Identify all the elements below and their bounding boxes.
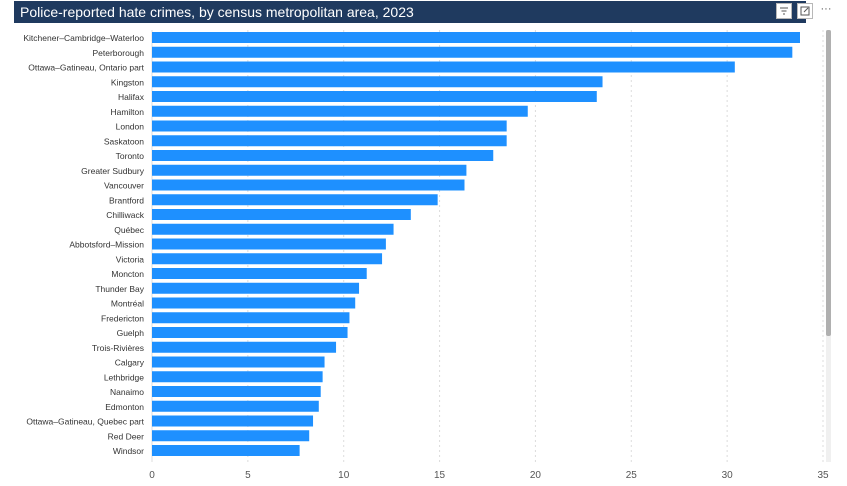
x-tick-label: 0 bbox=[149, 470, 155, 481]
category-label: Trois-Rivières bbox=[92, 343, 144, 353]
bar[interactable] bbox=[152, 223, 394, 235]
x-tick-label: 20 bbox=[530, 470, 542, 481]
bar[interactable] bbox=[152, 120, 507, 132]
x-tick-label: 25 bbox=[626, 470, 638, 481]
bar[interactable] bbox=[152, 371, 323, 383]
bar[interactable] bbox=[152, 400, 319, 412]
bar[interactable] bbox=[152, 76, 603, 88]
category-label: London bbox=[116, 122, 145, 132]
x-tick-label: 35 bbox=[817, 470, 829, 481]
x-tick-label: 10 bbox=[338, 470, 350, 481]
bar[interactable] bbox=[152, 209, 411, 220]
bar[interactable] bbox=[152, 105, 528, 117]
category-label: Saskatoon bbox=[104, 136, 144, 146]
category-label: Lethbridge bbox=[104, 372, 144, 382]
x-tick-label: 30 bbox=[722, 470, 734, 481]
category-label: Guelph bbox=[117, 328, 145, 338]
bar[interactable] bbox=[152, 356, 325, 368]
more-options-button[interactable]: ··· bbox=[818, 3, 834, 19]
bar[interactable] bbox=[152, 164, 467, 176]
category-label: Edmonton bbox=[105, 402, 144, 412]
bar[interactable] bbox=[152, 445, 300, 456]
bar[interactable] bbox=[152, 179, 465, 191]
category-label: Hamilton bbox=[110, 107, 144, 117]
bar[interactable] bbox=[152, 238, 386, 250]
category-label: Nanaimo bbox=[110, 387, 144, 397]
more-options-icon: ··· bbox=[820, 3, 832, 15]
category-label: Red Deer bbox=[108, 431, 145, 441]
bar[interactable] bbox=[152, 282, 360, 294]
focus-mode-icon bbox=[800, 6, 810, 16]
bar[interactable] bbox=[152, 386, 321, 397]
category-label: Ottawa–Gatineau, Quebec part bbox=[26, 417, 144, 427]
category-label: Kingston bbox=[111, 77, 144, 87]
bar[interactable] bbox=[152, 268, 367, 279]
category-label: Halifax bbox=[118, 92, 145, 102]
bar[interactable] bbox=[152, 341, 337, 353]
category-label: Vancouver bbox=[104, 181, 144, 191]
category-label: Kitchener–Cambridge–Waterloo bbox=[23, 33, 144, 43]
category-label: Peterborough bbox=[92, 48, 144, 58]
filter-icon bbox=[780, 7, 788, 15]
category-label: Montréal bbox=[111, 299, 144, 309]
bar[interactable] bbox=[152, 327, 348, 338]
category-label: Calgary bbox=[115, 358, 145, 368]
bar[interactable] bbox=[152, 253, 383, 265]
bar[interactable] bbox=[152, 135, 507, 147]
bar[interactable] bbox=[152, 91, 597, 102]
focus-mode-button[interactable] bbox=[797, 3, 813, 19]
filter-button[interactable] bbox=[776, 3, 792, 19]
category-label: Victoria bbox=[116, 254, 144, 264]
scrollbar-thumb[interactable] bbox=[826, 30, 831, 336]
category-label: Moncton bbox=[111, 269, 144, 279]
category-label: Brantford bbox=[109, 195, 144, 205]
category-label: Toronto bbox=[116, 151, 145, 161]
bar[interactable] bbox=[152, 150, 494, 161]
bar[interactable] bbox=[152, 430, 310, 442]
bar[interactable] bbox=[152, 61, 735, 73]
chart-title: Police-reported hate crimes, by census m… bbox=[20, 4, 414, 20]
category-label: Fredericton bbox=[101, 313, 144, 323]
category-label: Thunder Bay bbox=[95, 284, 144, 294]
category-label: Windsor bbox=[113, 446, 144, 456]
x-tick-label: 5 bbox=[245, 470, 251, 481]
x-tick-label: 15 bbox=[434, 470, 446, 481]
bar[interactable] bbox=[152, 194, 438, 206]
chart-header: Police-reported hate crimes, by census m… bbox=[14, 1, 806, 23]
category-label: Québec bbox=[114, 225, 145, 235]
category-label: Abbotsford–Mission bbox=[69, 240, 144, 250]
category-label: Greater Sudbury bbox=[81, 166, 145, 176]
category-label: Chilliwack bbox=[106, 210, 145, 220]
bar[interactable] bbox=[152, 297, 356, 309]
bar[interactable] bbox=[152, 46, 793, 58]
category-label: Ottawa–Gatineau, Ontario part bbox=[28, 63, 144, 73]
bar[interactable] bbox=[152, 32, 800, 43]
bar[interactable] bbox=[152, 312, 350, 324]
bar[interactable] bbox=[152, 415, 314, 427]
